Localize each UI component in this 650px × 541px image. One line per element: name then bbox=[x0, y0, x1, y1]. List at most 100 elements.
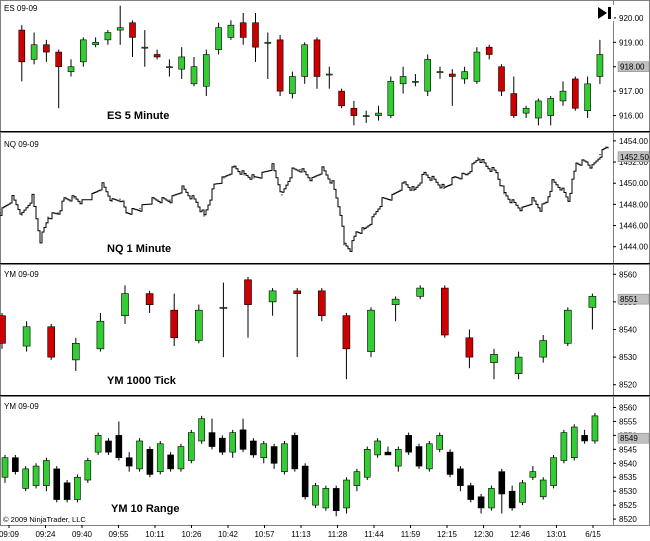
candle bbox=[490, 348, 498, 380]
candle-body bbox=[514, 356, 523, 374]
candle-body bbox=[136, 440, 143, 470]
candle-body bbox=[547, 98, 555, 116]
candle bbox=[384, 446, 392, 456]
candle-body bbox=[317, 290, 326, 316]
candle-body bbox=[510, 93, 518, 116]
candle bbox=[96, 312, 105, 352]
price-point bbox=[81, 201, 83, 203]
price-point bbox=[11, 197, 13, 199]
candle bbox=[522, 105, 530, 119]
candle-body bbox=[198, 418, 205, 442]
candle bbox=[264, 32, 272, 79]
candle bbox=[72, 337, 80, 371]
candle-body bbox=[141, 46, 149, 49]
y-tick-label: 919.00 bbox=[619, 38, 644, 47]
candle-body bbox=[115, 435, 123, 459]
candle bbox=[281, 440, 288, 475]
candle bbox=[571, 76, 579, 111]
candle bbox=[457, 466, 464, 492]
candle-body bbox=[490, 354, 498, 363]
candle-body bbox=[391, 298, 400, 305]
x-tick-label: 09:24 bbox=[35, 530, 56, 539]
candle bbox=[12, 454, 19, 475]
y-tick-label: 920.00 bbox=[619, 14, 644, 23]
price-point bbox=[531, 199, 533, 201]
skip-to-end-icon[interactable] bbox=[594, 5, 614, 21]
panel-3[interactable]: 852085308540855085608551 bbox=[0, 270, 650, 390]
candle bbox=[43, 457, 50, 492]
candle-body bbox=[84, 460, 92, 481]
candle bbox=[485, 44, 493, 60]
candle-body bbox=[367, 309, 375, 352]
chart-panels[interactable]: 916.00917.00918.00919.00920.00918.001444… bbox=[0, 5, 650, 524]
candle-body bbox=[125, 457, 133, 467]
candle bbox=[208, 418, 216, 450]
y-tick-label: 1450.00 bbox=[619, 179, 648, 188]
y-tick-label: 1452.00 bbox=[619, 158, 648, 167]
candle bbox=[391, 296, 400, 322]
candle-body bbox=[252, 22, 259, 48]
candle bbox=[473, 47, 481, 84]
candle-body bbox=[467, 485, 475, 500]
candle bbox=[539, 477, 547, 500]
x-tick-label: 12:46 bbox=[510, 530, 531, 539]
candle-body bbox=[22, 468, 30, 489]
candle bbox=[325, 66, 333, 89]
candle bbox=[461, 66, 468, 84]
price-point bbox=[591, 166, 593, 168]
candle bbox=[195, 304, 203, 344]
price-point bbox=[559, 186, 561, 189]
candle bbox=[353, 468, 361, 492]
price-point bbox=[321, 168, 323, 171]
candle bbox=[332, 485, 340, 517]
price-point bbox=[119, 198, 121, 200]
y-tick-label: 8530 bbox=[619, 487, 637, 496]
panel-4[interactable]: 8520852585308535854085458550855585608549 bbox=[1, 403, 650, 524]
candle-body bbox=[584, 83, 591, 111]
candle-body bbox=[581, 435, 588, 442]
candle-body bbox=[94, 435, 102, 453]
candle-body bbox=[384, 451, 392, 456]
price-point bbox=[443, 187, 445, 190]
candle-body bbox=[488, 488, 495, 509]
candle-body bbox=[166, 66, 173, 69]
y-tick-label: 8520 bbox=[619, 515, 637, 524]
panel-1-title: ES 5 Minute bbox=[107, 110, 169, 122]
candle bbox=[53, 466, 61, 503]
price-point bbox=[21, 214, 23, 216]
last-price-label: 1452.50 bbox=[620, 153, 649, 162]
candle bbox=[129, 20, 136, 57]
price-point bbox=[311, 179, 313, 181]
panel-3-title: YM 1000 Tick bbox=[107, 375, 177, 387]
candle-body bbox=[446, 451, 454, 475]
y-tick-label: 917.00 bbox=[619, 87, 644, 96]
candle-body bbox=[498, 471, 506, 495]
x-tick-label: 12:30 bbox=[473, 530, 494, 539]
candle bbox=[146, 446, 154, 478]
candle bbox=[55, 49, 63, 109]
candle-body bbox=[485, 46, 493, 55]
candle bbox=[350, 100, 358, 126]
candle bbox=[301, 42, 309, 84]
nq-price-line bbox=[0, 146, 609, 252]
x-tick-label: 6/15 bbox=[585, 530, 601, 539]
price-point bbox=[521, 209, 523, 211]
y-tick-label: 8560 bbox=[619, 403, 637, 412]
candle bbox=[104, 30, 112, 45]
candle-body bbox=[448, 73, 456, 77]
candle bbox=[596, 39, 604, 84]
price-point bbox=[101, 184, 103, 186]
candle bbox=[367, 307, 375, 358]
candle-body bbox=[415, 446, 423, 467]
candle bbox=[178, 47, 185, 79]
candle-body bbox=[208, 432, 216, 447]
candle bbox=[448, 69, 456, 106]
price-point bbox=[363, 229, 365, 231]
candle-body bbox=[276, 39, 284, 92]
candle-body bbox=[190, 66, 198, 85]
candle bbox=[343, 477, 350, 514]
panel-2[interactable]: 1444.00 1446.00 1448.00 1450.00 1452.00 1454.… bbox=[0, 137, 649, 252]
candle-body bbox=[63, 482, 71, 500]
